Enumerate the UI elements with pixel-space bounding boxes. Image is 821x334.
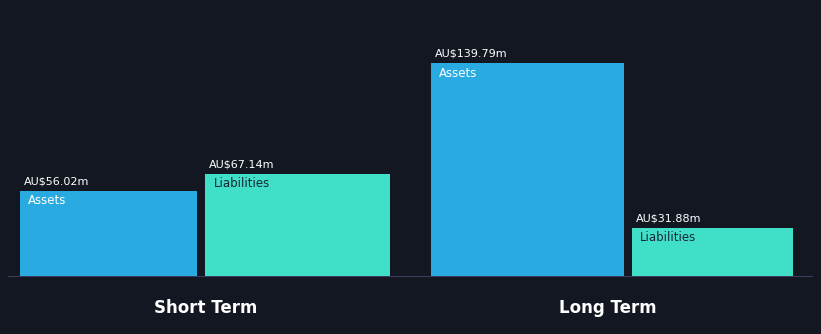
Text: Assets: Assets <box>28 194 67 207</box>
Text: Short Term: Short Term <box>154 300 257 318</box>
Text: Liabilities: Liabilities <box>640 231 696 244</box>
Bar <box>430 63 624 276</box>
Text: AU$31.88m: AU$31.88m <box>635 213 701 223</box>
Bar <box>632 228 793 276</box>
Bar <box>21 191 197 276</box>
Text: AU$56.02m: AU$56.02m <box>25 176 89 186</box>
Text: Assets: Assets <box>438 66 477 79</box>
Text: AU$139.79m: AU$139.79m <box>434 49 507 59</box>
Bar <box>205 174 390 276</box>
Text: Long Term: Long Term <box>559 300 657 318</box>
Text: Liabilities: Liabilities <box>213 177 269 190</box>
Text: AU$67.14m: AU$67.14m <box>209 159 275 169</box>
